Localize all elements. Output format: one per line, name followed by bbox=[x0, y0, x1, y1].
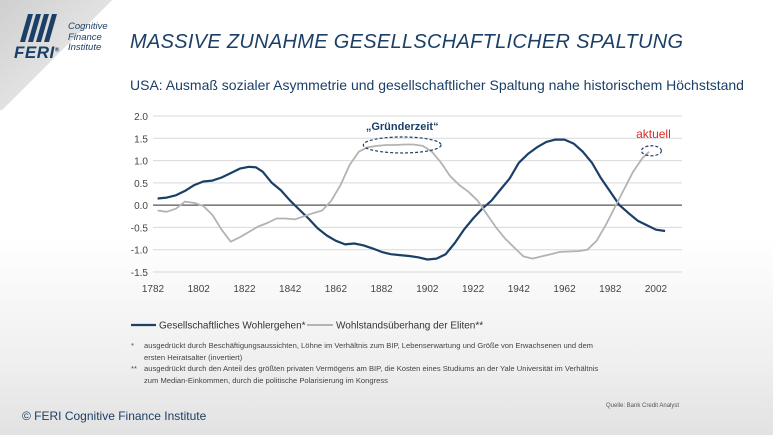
y-tick-label: -1.5 bbox=[131, 268, 149, 279]
x-tick-label: 1822 bbox=[233, 284, 256, 295]
series-line bbox=[157, 138, 666, 261]
x-tick-label: 1882 bbox=[371, 284, 394, 295]
feri-logo: FERI® Cognitive Finance Institute bbox=[12, 10, 122, 70]
copyright: © FERI Cognitive Finance Institute bbox=[22, 409, 207, 423]
footnotes: * ausgedrückt durch Beschäftigungsaussic… bbox=[131, 340, 631, 386]
y-tick-label: 1.0 bbox=[134, 157, 148, 168]
legend-label: Wohlstandsüberhang der Eliten** bbox=[336, 321, 483, 332]
legend-label: Gesellschaftliches Wohlergehen* bbox=[159, 321, 306, 332]
x-tick-label: 1982 bbox=[599, 284, 622, 295]
y-tick-label: 0.5 bbox=[134, 179, 148, 190]
annotation-ellipse bbox=[362, 136, 442, 154]
x-tick-label: 1942 bbox=[508, 284, 531, 295]
footnote: ** ausgedrückt durch den Anteil des größ… bbox=[131, 364, 599, 385]
page-title: MASSIVE ZUNAHME GESELLSCHAFTLICHER SPALT… bbox=[130, 31, 684, 53]
feri-logo-bars-icon bbox=[20, 14, 57, 42]
x-tick-label: 1782 bbox=[142, 284, 165, 295]
y-tick-label: 0.0 bbox=[134, 201, 148, 212]
logo-subtitle: Cognitive Finance Institute bbox=[68, 21, 108, 53]
x-tick-label: 1902 bbox=[416, 284, 439, 295]
y-tick-label: -1.0 bbox=[131, 246, 149, 257]
x-tick-label: 2002 bbox=[645, 284, 668, 295]
annotation-label: aktuell bbox=[636, 127, 671, 141]
x-tick-label: 1962 bbox=[553, 284, 576, 295]
line-chart: 2.0 1.5 1.0 0.5 0.0 -0.5 -1.0 -1.5 1782 1802 1822 1… bbox=[131, 112, 682, 332]
logo-brand: FERI® bbox=[14, 43, 60, 62]
source-note: Quelle: Bank Credit Analyst bbox=[606, 403, 680, 409]
x-tick-label: 1842 bbox=[279, 284, 302, 295]
y-tick-label: -0.5 bbox=[131, 223, 149, 234]
x-tick-label: 1922 bbox=[462, 284, 485, 295]
x-tick-label: 1802 bbox=[188, 284, 211, 295]
footnote: * ausgedrückt durch Beschäftigungsaussic… bbox=[131, 341, 594, 362]
x-tick-label: 1862 bbox=[325, 284, 348, 295]
page-subtitle: USA: Ausmaß sozialer Asymmetrie und gese… bbox=[130, 77, 744, 93]
y-tick-label: 1.5 bbox=[134, 134, 148, 145]
series-line bbox=[157, 143, 650, 260]
annotation-ellipse bbox=[640, 145, 663, 157]
y-tick-label: 2.0 bbox=[134, 112, 148, 123]
annotation-label: „Gründerzeit“ bbox=[366, 121, 439, 133]
